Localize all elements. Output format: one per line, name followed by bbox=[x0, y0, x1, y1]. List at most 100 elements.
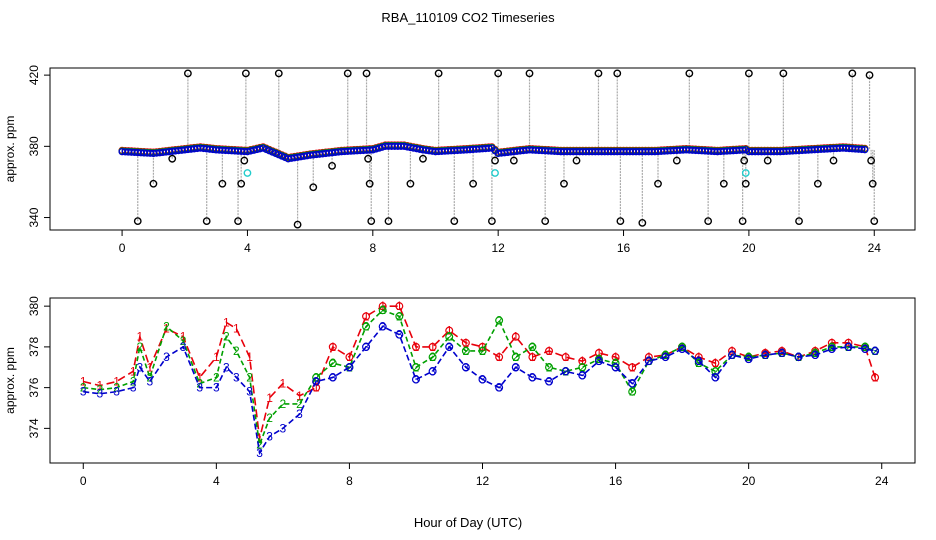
series-1-marker-label: 1 bbox=[196, 370, 203, 384]
series-1-marker-label: 1 bbox=[180, 330, 187, 344]
series-2-marker-label: 2 bbox=[529, 340, 536, 354]
series-3-point bbox=[445, 342, 454, 351]
raw-outlier-point bbox=[406, 179, 415, 188]
series-3-marker-label: 3 bbox=[180, 340, 187, 354]
series-1-point bbox=[611, 353, 620, 362]
series-3-marker-label: 3 bbox=[97, 387, 104, 401]
x-tick-label: 4 bbox=[244, 241, 251, 255]
series-2-marker-label: 2 bbox=[695, 356, 702, 370]
series-1-marker-label: 1 bbox=[266, 391, 273, 405]
series-1-marker-label: 1 bbox=[779, 344, 786, 358]
raw-outlier-point bbox=[572, 156, 581, 165]
series-3-marker-label: 3 bbox=[845, 340, 852, 354]
series-2-marker-label: 2 bbox=[246, 370, 253, 384]
raw-outlier-point bbox=[594, 69, 603, 78]
raw-outlier-point bbox=[672, 156, 681, 165]
series-3-point bbox=[811, 351, 820, 360]
series-3-marker-label: 3 bbox=[396, 328, 403, 342]
series-3-marker-label: 3 bbox=[579, 368, 586, 382]
series-1-point bbox=[495, 353, 504, 362]
series-2-point bbox=[428, 353, 437, 362]
y-tick-label: 420 bbox=[27, 65, 41, 85]
series-2-marker-label: 2 bbox=[446, 330, 453, 344]
series-3-marker-label: 3 bbox=[779, 346, 786, 360]
series-1-marker-label: 1 bbox=[496, 350, 503, 364]
series-1-marker-label: 1 bbox=[280, 377, 287, 391]
series-1-point bbox=[644, 353, 653, 362]
x-tick-label: 16 bbox=[617, 241, 631, 255]
series-2-marker-label: 2 bbox=[862, 340, 869, 354]
series-3-point bbox=[372, 145, 380, 153]
series-1-marker-label: 1 bbox=[346, 350, 353, 364]
series-1-marker-label: 1 bbox=[629, 360, 636, 374]
series-1-marker-label: 1 bbox=[695, 350, 702, 364]
raw-outlier-point bbox=[779, 69, 788, 78]
series-3-point bbox=[312, 377, 321, 386]
series-3-marker-label: 3 bbox=[695, 354, 702, 368]
series-3-point bbox=[678, 344, 687, 353]
series-3-marker-label: 3 bbox=[629, 377, 636, 391]
series-1-point bbox=[871, 373, 880, 382]
y-axis-label: approx. ppm bbox=[3, 347, 17, 414]
series-1-point bbox=[328, 342, 337, 351]
raw-outlier-point bbox=[365, 179, 374, 188]
series-3-point bbox=[561, 367, 570, 376]
raw-outlier-point bbox=[384, 217, 393, 225]
series-2-point bbox=[628, 387, 637, 396]
series-3-point bbox=[711, 373, 720, 382]
y-tick-label: 376 bbox=[27, 377, 41, 397]
series-2-marker-label: 2 bbox=[280, 397, 287, 411]
series-3-point bbox=[378, 322, 387, 331]
series-3-marker-label: 3 bbox=[80, 385, 87, 399]
series-3-point bbox=[478, 375, 487, 384]
x-tick-label: 8 bbox=[369, 241, 376, 255]
raw-outlier-point bbox=[685, 69, 694, 78]
series-3-marker-label: 3 bbox=[795, 350, 802, 364]
raw-outlier-point bbox=[367, 217, 376, 225]
x-tick-label: 0 bbox=[119, 241, 126, 255]
series-3-point bbox=[777, 349, 786, 358]
y-tick-label: 340 bbox=[27, 207, 41, 227]
x-tick-label: 8 bbox=[346, 474, 353, 488]
series-1-marker-label: 1 bbox=[97, 379, 104, 393]
series-3-marker-label: 3 bbox=[223, 360, 230, 374]
series-2-marker-label: 2 bbox=[662, 348, 669, 362]
series-2-marker-label: 2 bbox=[80, 381, 87, 395]
series-1-marker-label: 1 bbox=[612, 350, 619, 364]
series-1-marker-label: 1 bbox=[246, 350, 253, 364]
y-axis-label: approx. ppm bbox=[3, 116, 17, 183]
series-2-marker-label: 2 bbox=[712, 364, 719, 378]
series-2-point bbox=[362, 322, 371, 331]
raw-outlier-point bbox=[763, 156, 772, 165]
x-tick-label: 4 bbox=[213, 474, 220, 488]
series-3-point bbox=[871, 346, 880, 355]
series-1-marker-label: 1 bbox=[130, 364, 137, 378]
series-1-point bbox=[362, 312, 371, 321]
series-1-marker-label: 1 bbox=[296, 389, 303, 403]
x-tick-label: 24 bbox=[868, 241, 882, 255]
raw-outlier-point bbox=[613, 69, 622, 78]
series-2-marker-label: 2 bbox=[463, 344, 470, 358]
series-3-point bbox=[594, 357, 603, 366]
series-2-point bbox=[478, 346, 487, 355]
raw-outlier-point bbox=[509, 156, 518, 165]
series-3-point bbox=[369, 146, 377, 154]
series-1-marker-label: 1 bbox=[379, 299, 386, 313]
series-2-point bbox=[328, 359, 337, 368]
raw-outlier-point bbox=[560, 179, 568, 188]
raw-outlier-point bbox=[328, 162, 336, 170]
raw-outlier-point bbox=[813, 179, 822, 188]
raw-outlier-point bbox=[234, 217, 242, 225]
series-2-marker-label: 2 bbox=[313, 370, 320, 384]
raw-outlier-point bbox=[149, 179, 158, 188]
series-2-marker-label: 2 bbox=[562, 364, 569, 378]
series-3-point bbox=[345, 363, 354, 372]
series-1-point bbox=[511, 332, 520, 341]
series-1-marker-label: 1 bbox=[872, 370, 879, 384]
raw-outlier-point bbox=[237, 179, 246, 188]
series-1-marker-label: 1 bbox=[113, 375, 120, 389]
series-2-marker-label: 2 bbox=[346, 360, 353, 374]
series-1-point bbox=[628, 363, 637, 372]
series-3-point bbox=[362, 342, 371, 351]
